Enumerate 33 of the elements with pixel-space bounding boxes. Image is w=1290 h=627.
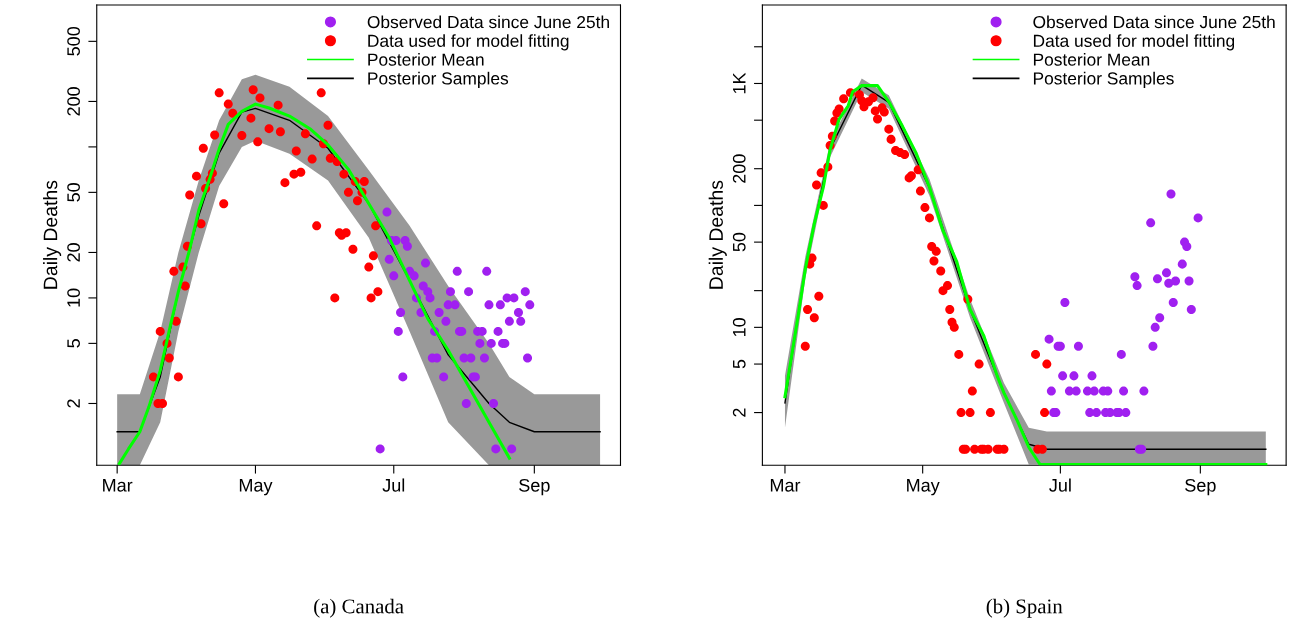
y-tick-label: 10: [67, 288, 80, 307]
x-tick-label: Jul: [382, 478, 405, 492]
legend-label: Observed Data since June 25th: [1033, 15, 1275, 29]
text: (b) Spain: [986, 598, 1063, 618]
y-tick-label: 200: [67, 87, 80, 116]
x-tick-label: May: [239, 479, 273, 496]
y-tick-label: 10: [732, 318, 746, 337]
y-tick-label: 50: [67, 183, 80, 202]
y-tick-label: 2: [732, 408, 746, 417]
x-tick-label: May: [907, 479, 940, 496]
y-tick-label: 500: [67, 26, 80, 56]
x-tick-label: Jul: [1049, 478, 1071, 492]
y-tick-label: 20: [67, 243, 80, 262]
legend-label: Posterior Mean: [368, 53, 484, 66]
text: (a) Canada: [314, 598, 404, 618]
x-tick-label: Mar: [770, 479, 801, 492]
legend-label: Data used for model fitting: [1033, 34, 1235, 51]
legend-label: Observed Data since June 25th: [367, 15, 609, 29]
x-tick-label: Sep: [1185, 478, 1216, 496]
y-tick-label: 200: [732, 154, 746, 183]
legend-label: Data used for model fitting: [368, 34, 569, 51]
legend-label: Posterior Samples: [1033, 71, 1174, 88]
legend-label: Posterior Mean: [1033, 53, 1150, 66]
y-axis-title: Daily Deaths: [43, 180, 62, 289]
y-tick-label: 1K: [733, 72, 746, 94]
y-tick-label: 50: [732, 232, 746, 252]
y-tick-label: 5: [733, 359, 746, 369]
x-tick-label: Sep: [519, 478, 550, 496]
y-tick-label: 2: [67, 399, 80, 408]
x-tick-label: Mar: [103, 479, 133, 492]
legend-label: Posterior Samples: [368, 71, 509, 88]
y-axis-title: Daily Deaths: [708, 180, 727, 289]
y-tick-label: 5: [67, 339, 80, 348]
